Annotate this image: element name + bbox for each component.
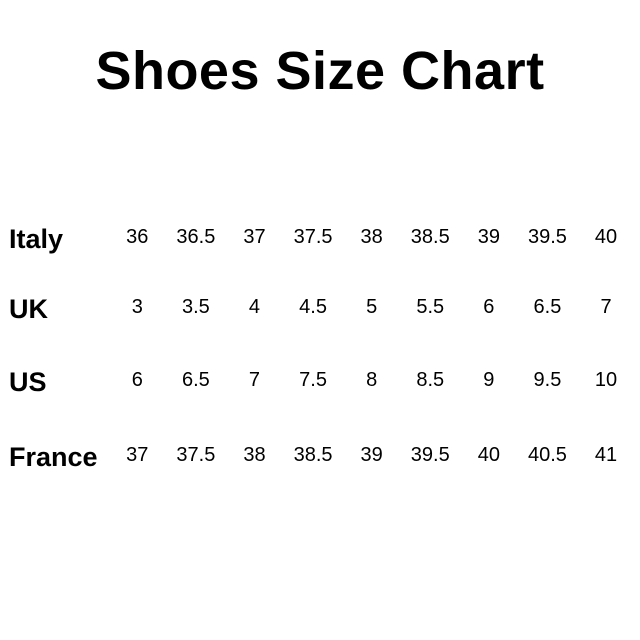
size-cell: 37.5 (176, 443, 216, 466)
size-cell: 9 (483, 368, 495, 391)
size-cell: 39.5 (410, 443, 450, 466)
size-cell: 7 (248, 368, 261, 391)
size-cell: 38.5 (293, 443, 333, 466)
size-cell: 36 (126, 225, 149, 248)
size-cell: 3.5 (181, 295, 210, 318)
size-cell: 3 (131, 295, 143, 318)
size-cell: 5.5 (416, 295, 445, 318)
size-cell: 8.5 (416, 368, 445, 391)
size-cell: 9.5 (533, 368, 562, 391)
size-cell: 39 (477, 225, 500, 248)
size-row-italy: Italy 36 36.5 37 37.5 38 38.5 39 39.5 40 (0, 217, 640, 257)
size-cell: 38.5 (410, 225, 450, 248)
size-row-uk: UK 3 3.5 4 4.5 5 5.5 6 6.5 7 (0, 287, 640, 327)
size-cell: 7.5 (299, 368, 327, 391)
size-cell: 37.5 (293, 225, 333, 248)
size-cell: 6 (483, 295, 495, 318)
size-cell: 40 (477, 443, 500, 466)
size-cell: 5 (366, 295, 378, 318)
size-cell: 38 (243, 443, 266, 466)
row-label: Italy (9, 223, 64, 254)
size-cell: 37 (126, 443, 149, 466)
size-cell: 7 (600, 295, 612, 318)
size-cell: 8 (366, 368, 378, 391)
row-label: US (9, 366, 47, 397)
size-cell: 37 (243, 225, 266, 248)
size-cell: 36.5 (176, 225, 216, 248)
size-cell: 6.5 (181, 368, 210, 391)
row-label: UK (9, 293, 48, 324)
size-cell: 4 (248, 295, 261, 318)
row-label: France (9, 441, 98, 472)
size-row-us: US 6 6.5 7 7.5 8 8.5 9 9.5 10 (0, 360, 640, 400)
size-cell: 6.5 (533, 295, 562, 318)
size-cell: 39.5 (527, 225, 567, 248)
size-cell: 10 (594, 368, 618, 391)
size-cell: 4.5 (299, 295, 327, 318)
size-cell: 6 (131, 368, 143, 391)
page-title: Shoes Size Chart (95, 41, 545, 101)
size-cell: 41 (594, 443, 618, 466)
size-cell: 38 (360, 225, 383, 248)
size-cell: 40 (594, 225, 618, 248)
size-row-france: France 37 37.5 38 38.5 39 39.5 40 40.5 41 (0, 435, 640, 475)
size-cell: 39 (360, 443, 383, 466)
size-cell: 40.5 (527, 443, 567, 466)
